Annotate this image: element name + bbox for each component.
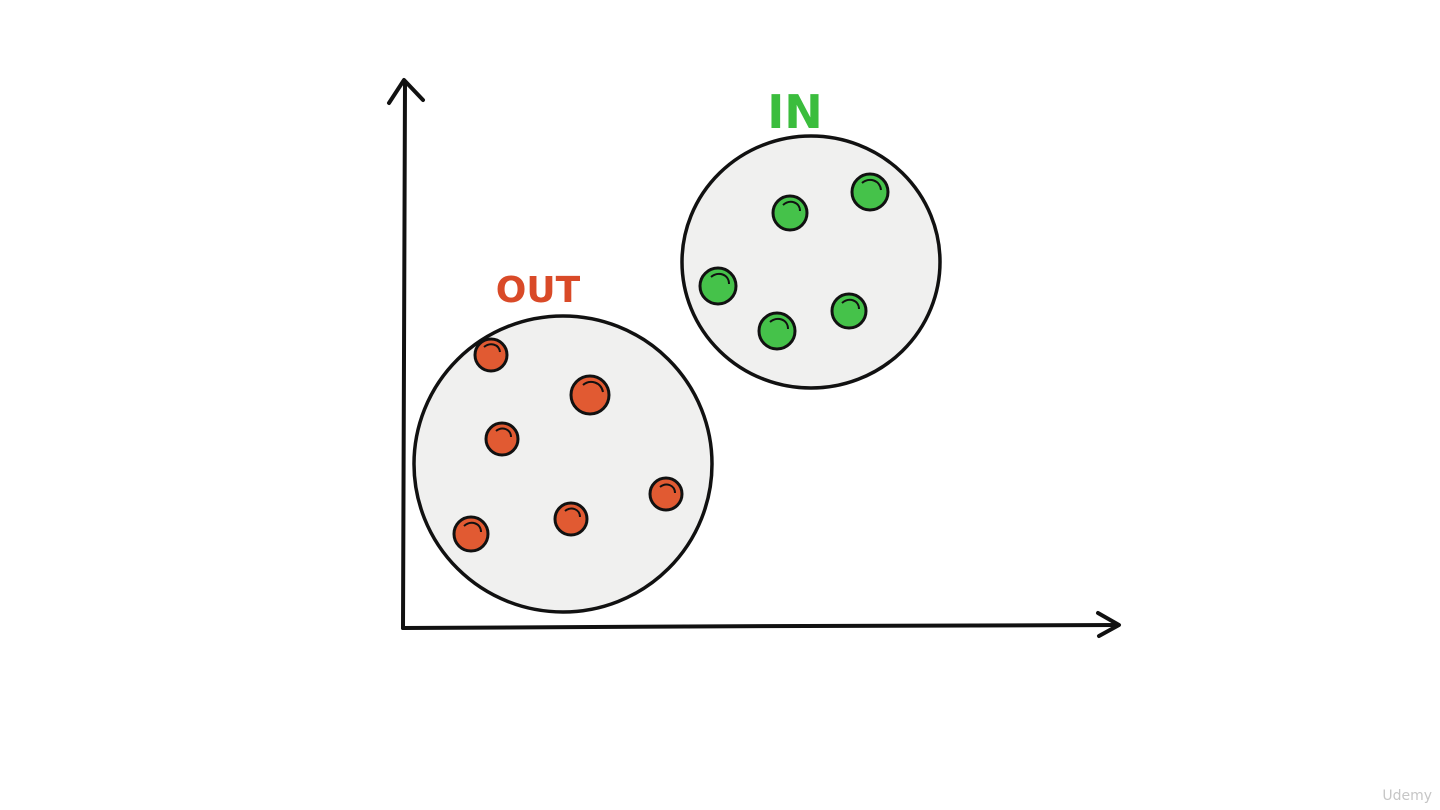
in-point (771, 194, 809, 232)
x-axis (401, 623, 1120, 630)
y-axis (401, 80, 407, 630)
out-point (473, 337, 509, 373)
in-point (830, 292, 868, 330)
out-point (648, 476, 684, 512)
in-point (757, 311, 797, 351)
in-point (850, 172, 890, 212)
out-points-group (452, 337, 684, 553)
in-label: IN (767, 85, 823, 139)
y-axis-arrowhead (387, 78, 425, 105)
x-axis-arrowhead (1096, 611, 1121, 638)
in-point (698, 266, 738, 306)
in-cluster-circle (680, 134, 942, 390)
in-points-group (698, 172, 890, 351)
udemy-watermark: Udemy (1382, 788, 1432, 804)
out-cluster-circle (412, 314, 714, 614)
out-point (569, 374, 611, 416)
out-point (484, 421, 520, 457)
out-point (452, 515, 490, 553)
out-point (553, 501, 589, 537)
out-label: OUT (496, 270, 581, 311)
